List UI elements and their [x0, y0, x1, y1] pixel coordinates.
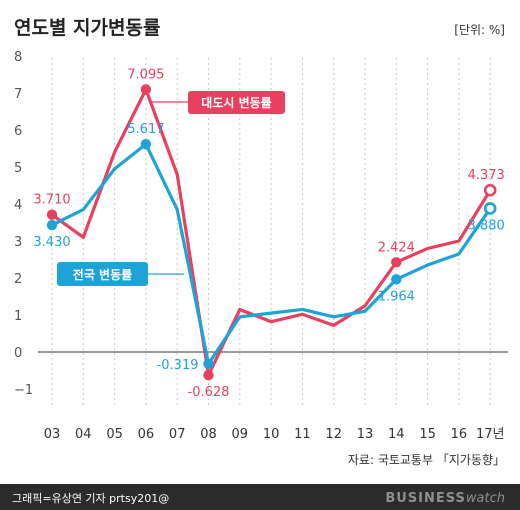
x-tick-label: 10	[263, 427, 280, 442]
point-national	[203, 358, 214, 370]
data-label-metro: 2.424	[378, 240, 415, 255]
chart-title: 연도별 지가변동률	[14, 17, 160, 39]
series-points	[46, 84, 497, 381]
footer-bar	[0, 484, 520, 510]
grid	[51, 58, 491, 408]
point-national	[483, 202, 497, 215]
point-metro	[140, 84, 152, 95]
x-axis-ticks: 03 04 05 06 07 08 09 10 11 12 13 14 15 16 17년	[44, 427, 505, 442]
x-tick-label: 15	[419, 427, 436, 442]
point-metro	[391, 257, 402, 268]
x-tick-label: 05	[106, 427, 123, 442]
x-tick-label: 06	[138, 427, 155, 442]
y-tick-label: 3	[14, 235, 22, 250]
point-national	[46, 219, 58, 231]
data-labels: 3.430 5.617 -0.319 1.964 3.880 3.710 7.095 -0.6…	[33, 67, 504, 400]
y-tick-label: 2	[14, 272, 22, 287]
legend-metro: 대도시 변동률	[150, 91, 285, 114]
brand-bold: BUSINESS	[385, 491, 466, 506]
data-label-national: 3.880	[468, 218, 505, 233]
x-tick-label: 17년	[476, 427, 505, 442]
series-line-national	[50, 142, 492, 366]
legend-metro-box	[188, 91, 285, 114]
legend-national-label: 전국 변동률	[73, 267, 132, 282]
x-tick-label: 07	[169, 427, 186, 442]
y-tick-label: 7	[14, 87, 22, 102]
y-tick-label: 1	[14, 309, 22, 324]
x-tick-label: 14	[388, 427, 405, 442]
x-tick-label: 04	[75, 427, 92, 442]
x-tick-label: 11	[294, 427, 311, 442]
data-label-metro: -0.628	[188, 385, 230, 400]
data-label-metro: 3.710	[33, 193, 70, 208]
series-lines	[50, 87, 492, 377]
legend-national: 전국 변동률	[57, 262, 184, 286]
legend-metro-label: 대도시 변동률	[201, 95, 271, 110]
y-tick-label: 4	[14, 198, 22, 213]
brand-logo: BUSINESSwatch	[385, 491, 505, 506]
series-line-metro	[50, 87, 492, 377]
y-tick-label: 0	[14, 346, 22, 361]
point-metro	[46, 209, 58, 220]
data-label-metro: 4.373	[468, 168, 505, 183]
y-tick-label: 6	[14, 124, 22, 139]
x-tick-label: 08	[200, 427, 217, 442]
y-axis-ticks: −1 0 1 2 3 4 5 6 7 8	[14, 50, 33, 398]
point-national	[391, 274, 402, 285]
source-note: 자료: 국토교통부 「지가동향」	[348, 453, 505, 467]
x-tick-label: 12	[325, 427, 342, 442]
point-metro	[203, 370, 214, 381]
y-tick-label: 5	[14, 161, 22, 176]
unit-label: [단위: %]	[454, 23, 505, 37]
brand-light: watch	[466, 491, 505, 506]
data-label-national: 3.430	[33, 235, 70, 250]
x-tick-label: 13	[357, 427, 374, 442]
data-label-national: 5.617	[127, 122, 164, 137]
data-label-metro: 7.095	[127, 67, 164, 82]
legend-national-box	[57, 262, 148, 286]
point-metro	[483, 183, 497, 197]
y-tick-label: 8	[14, 50, 22, 65]
x-tick-label: 16	[451, 427, 468, 442]
data-label-national: 1.964	[378, 289, 415, 304]
y-tick-label: −1	[14, 383, 33, 398]
graphic-credit: 그래픽=유상연 기자 prtsy201@	[12, 492, 169, 505]
data-label-national: -0.319	[157, 358, 199, 373]
x-tick-label: 03	[44, 427, 61, 442]
point-national	[140, 138, 152, 150]
x-tick-label: 09	[232, 427, 249, 442]
